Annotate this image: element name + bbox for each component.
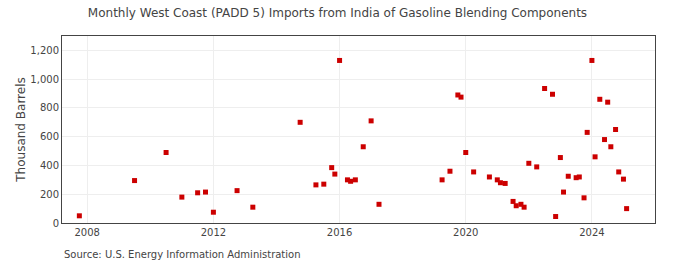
svg-text:1,200: 1,200 xyxy=(30,45,59,56)
svg-text:Monthly West Coast (PADD 5) Im: Monthly West Coast (PADD 5) Imports from… xyxy=(88,6,587,20)
svg-text:2024: 2024 xyxy=(579,227,604,238)
svg-text:2012: 2012 xyxy=(201,227,226,238)
svg-text:800: 800 xyxy=(40,102,59,113)
svg-text:1,000: 1,000 xyxy=(30,74,59,85)
svg-text:200: 200 xyxy=(40,189,59,200)
svg-text:0: 0 xyxy=(53,218,59,229)
svg-text:400: 400 xyxy=(40,160,59,171)
svg-text:2020: 2020 xyxy=(453,227,478,238)
svg-text:Thousand Barrels: Thousand Barrels xyxy=(14,77,28,182)
svg-text:2008: 2008 xyxy=(75,227,100,238)
svg-text:600: 600 xyxy=(40,131,59,142)
svg-text:Source: U.S. Energy Informatio: Source: U.S. Energy Information Administ… xyxy=(64,249,301,260)
svg-text:2016: 2016 xyxy=(327,227,352,238)
